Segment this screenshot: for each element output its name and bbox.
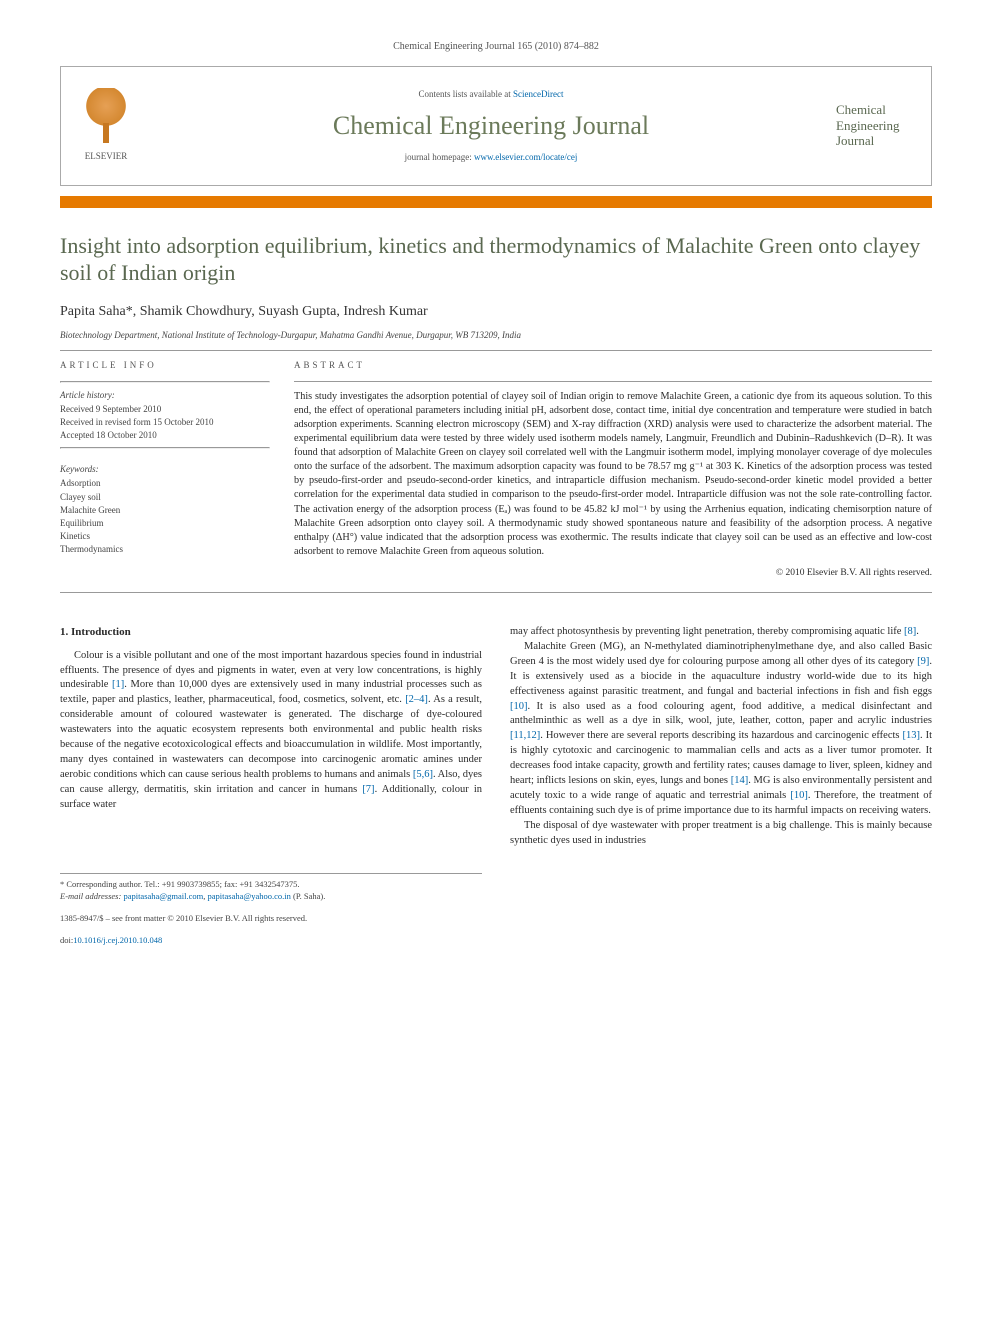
- keyword: Thermodynamics: [60, 543, 270, 555]
- affiliation: Biotechnology Department, National Insti…: [60, 329, 932, 341]
- homepage-link[interactable]: www.elsevier.com/locate/cej: [474, 152, 577, 162]
- accent-bar: [60, 196, 932, 208]
- keyword: Equilibrium: [60, 517, 270, 529]
- section-heading: 1. Introduction: [60, 625, 482, 641]
- elsevier-tree-icon: [81, 88, 131, 148]
- abstract-text: This study investigates the adsorption p…: [294, 390, 932, 559]
- header-center: Contents lists available at ScienceDirec…: [151, 67, 831, 185]
- elsevier-logo: ELSEVIER: [61, 67, 151, 185]
- keyword: Kinetics: [60, 530, 270, 542]
- homepage-prefix: journal homepage:: [405, 152, 474, 162]
- body-paragraph: Colour is a visible pollutant and one of…: [60, 649, 482, 813]
- contents-available-line: Contents lists available at ScienceDirec…: [419, 88, 564, 100]
- info-abstract-row: article info Article history: Received 9…: [60, 359, 932, 580]
- header-citation: Chemical Engineering Journal 165 (2010) …: [60, 40, 932, 54]
- abstract-copyright: © 2010 Elsevier B.V. All rights reserved…: [294, 567, 932, 580]
- body-paragraph: may affect photosynthesis by preventing …: [510, 625, 932, 640]
- doi-label: doi:: [60, 935, 73, 945]
- divider: [60, 447, 270, 449]
- publisher-brand: ELSEVIER: [85, 150, 128, 162]
- divider: [60, 350, 932, 351]
- journal-cover-thumb: Chemical Engineering Journal: [831, 67, 931, 185]
- abstract-block: abstract This study investigates the ads…: [294, 359, 932, 580]
- keyword: Malachite Green: [60, 504, 270, 516]
- homepage-line: journal homepage: www.elsevier.com/locat…: [405, 151, 578, 163]
- article-info-block: article info Article history: Received 9…: [60, 359, 270, 580]
- body-col-left: 1. Introduction Colour is a visible poll…: [60, 625, 482, 946]
- doi-line: doi:10.1016/j.cej.2010.10.048: [60, 934, 482, 946]
- body-columns: 1. Introduction Colour is a visible poll…: [60, 625, 932, 946]
- journal-header-box: ELSEVIER Contents lists available at Sci…: [60, 66, 932, 186]
- footnotes: * Corresponding author. Tel.: +91 990373…: [60, 873, 482, 902]
- author-list: Papita Saha*, Shamik Chowdhury, Suyash G…: [60, 303, 932, 322]
- history-label: Article history:: [60, 389, 270, 401]
- email-link[interactable]: papitasaha@yahoo.co.in: [208, 891, 291, 901]
- history-line: Accepted 18 October 2010: [60, 429, 270, 441]
- email-line: E-mail addresses: papitasaha@gmail.com, …: [60, 890, 482, 902]
- email-link[interactable]: papitasaha@gmail.com: [123, 891, 203, 901]
- corresponding-author: * Corresponding author. Tel.: +91 990373…: [60, 878, 482, 890]
- history-line: Received 9 September 2010: [60, 403, 270, 415]
- sciencedirect-link[interactable]: ScienceDirect: [513, 89, 563, 99]
- history-line: Received in revised form 15 October 2010: [60, 416, 270, 428]
- keyword: Clayey soil: [60, 491, 270, 503]
- divider: [294, 381, 932, 382]
- issn-line: 1385-8947/$ – see front matter © 2010 El…: [60, 912, 482, 924]
- keyword: Adsorption: [60, 477, 270, 489]
- body-paragraph: The disposal of dye wastewater with prop…: [510, 819, 932, 849]
- divider: [60, 381, 270, 383]
- section-number: 1.: [60, 626, 68, 638]
- keywords-label: Keywords:: [60, 463, 270, 475]
- abstract-head: abstract: [294, 359, 932, 371]
- email-label: E-mail addresses:: [60, 891, 123, 901]
- doi-link[interactable]: 10.1016/j.cej.2010.10.048: [73, 935, 162, 945]
- contents-prefix: Contents lists available at: [419, 89, 513, 99]
- divider: [60, 592, 932, 593]
- email-suffix: (P. Saha).: [291, 891, 325, 901]
- body-paragraph: Malachite Green (MG), an N-methylated di…: [510, 640, 932, 819]
- article-title: Insight into adsorption equilibrium, kin…: [60, 232, 932, 287]
- journal-name: Chemical Engineering Journal: [333, 108, 649, 143]
- article-info-head: article info: [60, 359, 270, 371]
- section-title: Introduction: [71, 626, 131, 638]
- body-col-right: may affect photosynthesis by preventing …: [510, 625, 932, 946]
